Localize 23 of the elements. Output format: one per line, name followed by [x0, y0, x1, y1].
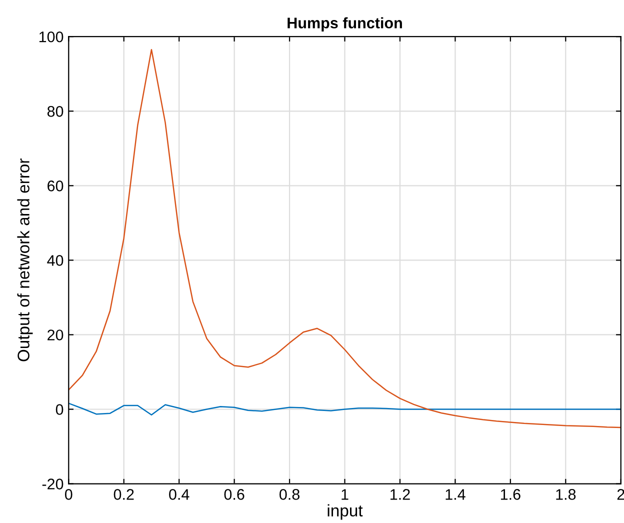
x-tick-label: 0.8	[280, 489, 300, 500]
x-tick-label: 0.6	[224, 489, 244, 500]
x-tick-label: 0.4	[169, 489, 190, 500]
y-tick-label: 100	[39, 31, 64, 42]
chart-title: Humps function	[288, 17, 402, 32]
x-tick-label: 1.2	[390, 489, 410, 500]
y-tick-label: -20	[42, 478, 64, 490]
x-tick-label: 1.4	[446, 489, 466, 500]
x-tick-label: 2	[617, 489, 624, 500]
x-tick-label: 0	[64, 489, 72, 500]
line-series	[68, 49, 621, 428]
y-tick-label: 0	[56, 404, 64, 415]
x-tick-label: 1	[342, 489, 348, 500]
line-series	[68, 402, 621, 416]
y-tick-label: 60	[48, 180, 64, 192]
y-tick-label: 40	[47, 255, 64, 266]
y-axis-title: Output of network and error	[17, 158, 33, 362]
x-tick-label: 0.2	[114, 489, 134, 500]
x-tick-label: 1.6	[500, 489, 520, 500]
x-axis-title: input	[328, 504, 363, 520]
y-tick-label: 80	[47, 106, 64, 117]
x-tick-label: 1.8	[556, 489, 576, 500]
y-tick-label: 20	[48, 330, 64, 340]
